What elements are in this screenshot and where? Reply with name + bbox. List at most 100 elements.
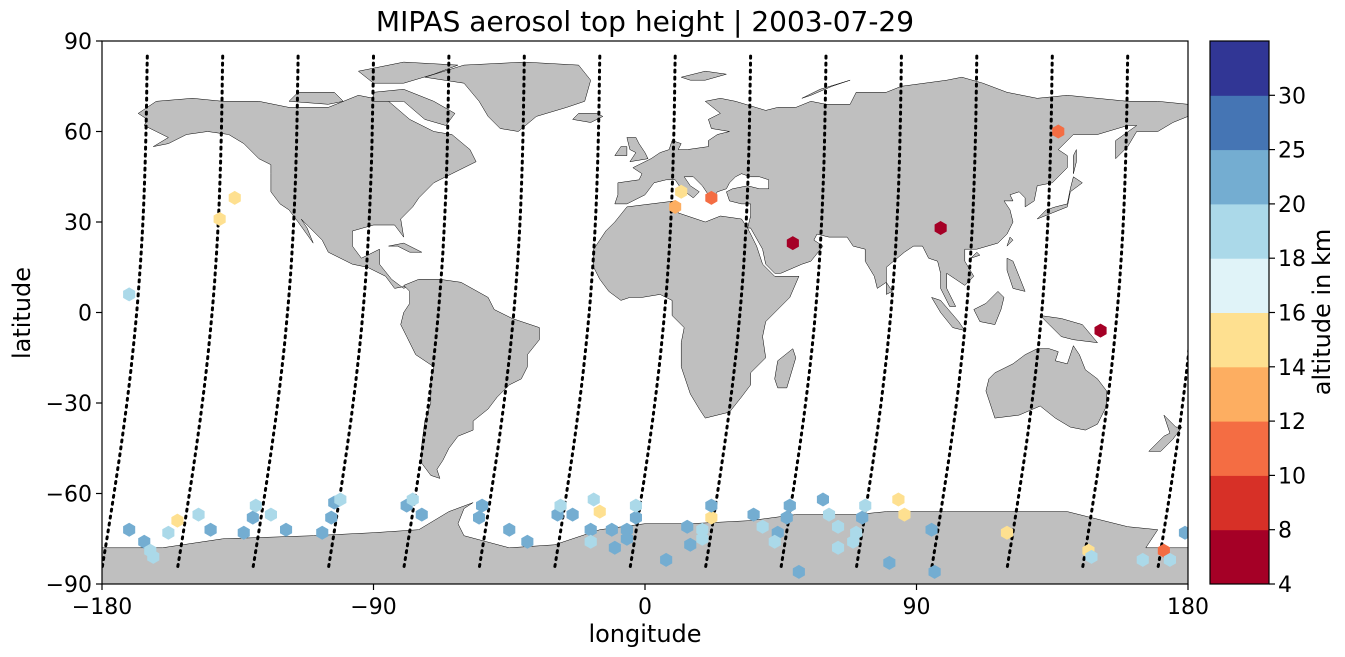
land-new-guinea xyxy=(1039,315,1099,344)
land-africa xyxy=(593,200,800,419)
map-area xyxy=(102,54,1188,584)
aerosol-point xyxy=(415,507,428,522)
orbit-track xyxy=(779,54,828,571)
aerosol-point xyxy=(786,236,799,251)
y-tick-label: 0 xyxy=(78,302,92,327)
orbit-track xyxy=(703,54,753,571)
colorbar-tick-label: 30 xyxy=(1278,84,1306,109)
land-svalbard xyxy=(680,70,727,81)
y-tick-label: 60 xyxy=(64,121,92,146)
land-new-zealand xyxy=(1148,414,1183,452)
aerosol-point xyxy=(237,525,250,540)
aerosol-point xyxy=(192,507,205,522)
land-ireland xyxy=(614,146,628,156)
land-japan xyxy=(1037,176,1083,220)
land-taiwan xyxy=(1006,236,1014,247)
aerosol-point xyxy=(696,522,709,537)
colorbar-band xyxy=(1210,529,1269,585)
colorbar-band xyxy=(1210,95,1269,151)
aerosol-point xyxy=(832,519,845,534)
aerosol-point xyxy=(246,510,259,525)
aerosol-point xyxy=(696,531,709,546)
orbit-track xyxy=(1005,54,1054,571)
colorbar-tick-label: 14 xyxy=(1278,356,1306,381)
colorbar-tick-label: 25 xyxy=(1278,139,1306,164)
y-axis-label: latitude xyxy=(8,267,36,359)
aerosol-point xyxy=(620,522,633,537)
aerosol-point xyxy=(705,510,718,525)
aerosol-point xyxy=(675,184,688,199)
x-axis-ticks: −180 −90 0 90 180 xyxy=(72,584,1209,620)
aerosol-points xyxy=(123,124,1188,579)
aerosol-point xyxy=(213,212,226,226)
aerosol-point xyxy=(756,519,769,534)
colorbar-band xyxy=(1210,421,1269,476)
colorbar-band xyxy=(1210,475,1269,531)
aerosol-point xyxy=(249,498,262,513)
aerosol-point xyxy=(669,199,682,214)
aerosol-point xyxy=(584,522,597,537)
aerosol-point xyxy=(681,519,694,534)
colorbar-tick-label: 8 xyxy=(1278,519,1292,544)
y-tick-label: −60 xyxy=(46,483,92,508)
colorbar-tick-label: 16 xyxy=(1278,302,1306,327)
colorbar-tick-label: 18 xyxy=(1278,247,1306,272)
land-novaya-zemlya xyxy=(801,79,851,99)
aerosol-point xyxy=(123,522,136,537)
colorbar-band xyxy=(1210,366,1269,422)
colorbar-label: altitude in km xyxy=(1308,229,1336,396)
aerosol-point xyxy=(587,492,600,507)
aerosol-point xyxy=(406,492,419,507)
aerosol-point xyxy=(898,507,911,522)
aerosol-point xyxy=(138,534,151,549)
orbit-track xyxy=(477,54,526,571)
aerosol-point xyxy=(823,507,836,522)
aerosol-point xyxy=(629,498,642,513)
x-tick-label: 0 xyxy=(638,595,652,620)
aerosol-point xyxy=(334,492,347,507)
colorbar-band xyxy=(1210,312,1269,368)
aerosol-point xyxy=(1163,552,1176,567)
aerosol-point xyxy=(473,510,486,525)
x-tick-label: −90 xyxy=(350,595,396,620)
aerosol-point xyxy=(684,537,697,552)
land-borneo xyxy=(973,291,1005,325)
colorbar: 4 8 10 12 14 16 18 20 25 30 xyxy=(1209,40,1306,598)
orbit-track xyxy=(402,54,451,571)
aerosol-point xyxy=(605,522,618,537)
aerosol-point xyxy=(280,522,293,537)
aerosol-point xyxy=(705,498,718,513)
land-layer xyxy=(102,61,1188,584)
aerosol-point xyxy=(566,507,579,522)
aerosol-point xyxy=(780,510,793,525)
y-axis-ticks: 90 60 30 0 −30 −60 −90 xyxy=(46,30,102,598)
colorbar-tick-label: 12 xyxy=(1278,410,1306,435)
aerosol-point xyxy=(660,552,673,567)
aerosol-point xyxy=(850,525,863,540)
y-tick-label: 90 xyxy=(64,30,92,55)
land-ellesmere xyxy=(357,61,459,84)
land-sakhalin xyxy=(1073,149,1077,174)
y-tick-label: 30 xyxy=(64,211,92,236)
orbit-track xyxy=(628,54,677,571)
aerosol-point xyxy=(1094,323,1107,338)
land-philippines xyxy=(1006,257,1026,292)
aerosol-point xyxy=(1000,525,1014,540)
satellite-tracks xyxy=(102,54,1188,571)
aerosol-point xyxy=(204,522,217,537)
aerosol-point xyxy=(1157,543,1170,558)
orbit-track xyxy=(553,54,602,571)
orbit-track xyxy=(326,54,375,571)
aerosol-point xyxy=(171,513,184,528)
orbit-track xyxy=(854,54,903,571)
aerosol-point xyxy=(503,522,516,537)
aerosol-point xyxy=(584,534,597,549)
aerosol-point xyxy=(747,507,760,522)
aerosol-point xyxy=(316,525,329,540)
aerosol-point xyxy=(554,498,567,513)
aerosol-point xyxy=(629,510,642,525)
land-hainan xyxy=(970,251,981,259)
orbit-track xyxy=(1080,54,1130,571)
aerosol-point xyxy=(325,510,338,525)
orbit-track xyxy=(175,54,225,571)
